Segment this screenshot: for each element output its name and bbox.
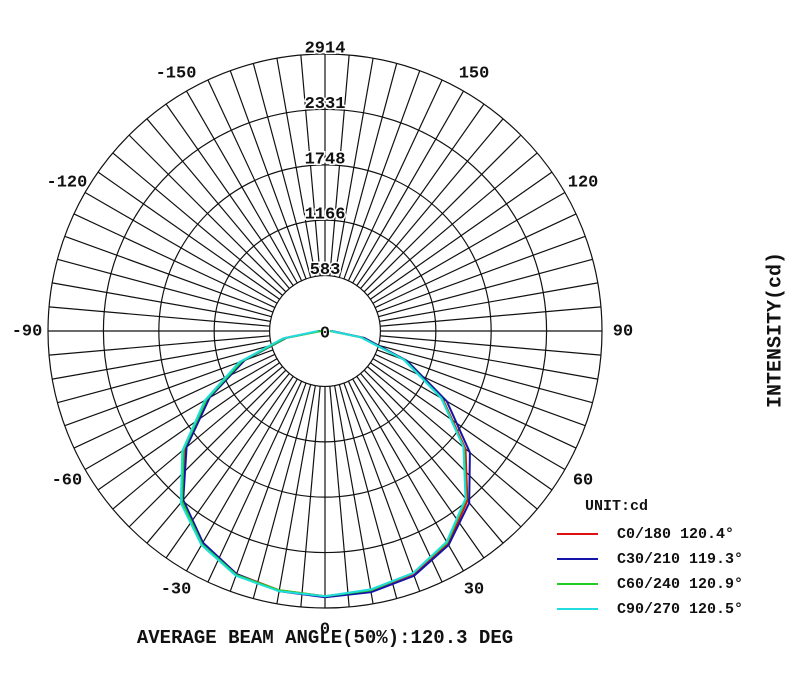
angle-tick-label: 0 (320, 620, 330, 639)
angle-tick-label: -90 (12, 322, 43, 341)
r-tick-label: 1166 (305, 206, 346, 225)
angle-tick-label: 30 (464, 581, 484, 600)
legend-label: C90/270 120.5° (617, 601, 743, 618)
angle-tick-label: -150 (156, 64, 197, 83)
angle-tick-label: -60 (52, 471, 83, 490)
series-line (179, 330, 467, 598)
angle-tick-label: 120 (568, 173, 599, 192)
chart-title: AVERAGE BEAM ANGLE(50%):120.3 DEG (137, 627, 513, 649)
angle-tick-label: -30 (161, 581, 192, 600)
r-tick-label: 2331 (305, 95, 346, 114)
y-axis-label: INTENSITY(cd) (764, 252, 787, 408)
grid-ring (213, 219, 437, 443)
grid-ring (47, 53, 603, 609)
grid-ring (158, 164, 492, 498)
r-tick-label: 2914 (305, 39, 346, 58)
legend-label: C60/240 120.9° (617, 576, 743, 593)
grid-ring (102, 108, 548, 554)
angle-tick-label: 150 (459, 64, 490, 83)
angle-tick-label: 60 (573, 471, 593, 490)
r-tick-label: 1748 (305, 150, 346, 169)
legend-label: C30/210 119.3° (617, 551, 743, 568)
angle-tick-label: -120 (47, 173, 88, 192)
r-tick-label: 0 (320, 324, 330, 343)
angle-tick-label: 90 (613, 322, 633, 341)
legend-label: C0/180 120.4° (617, 526, 734, 543)
r-tick-label: 583 (310, 261, 341, 280)
grid-ring (268, 274, 382, 388)
legend-title: UNIT:cd (585, 498, 648, 515)
